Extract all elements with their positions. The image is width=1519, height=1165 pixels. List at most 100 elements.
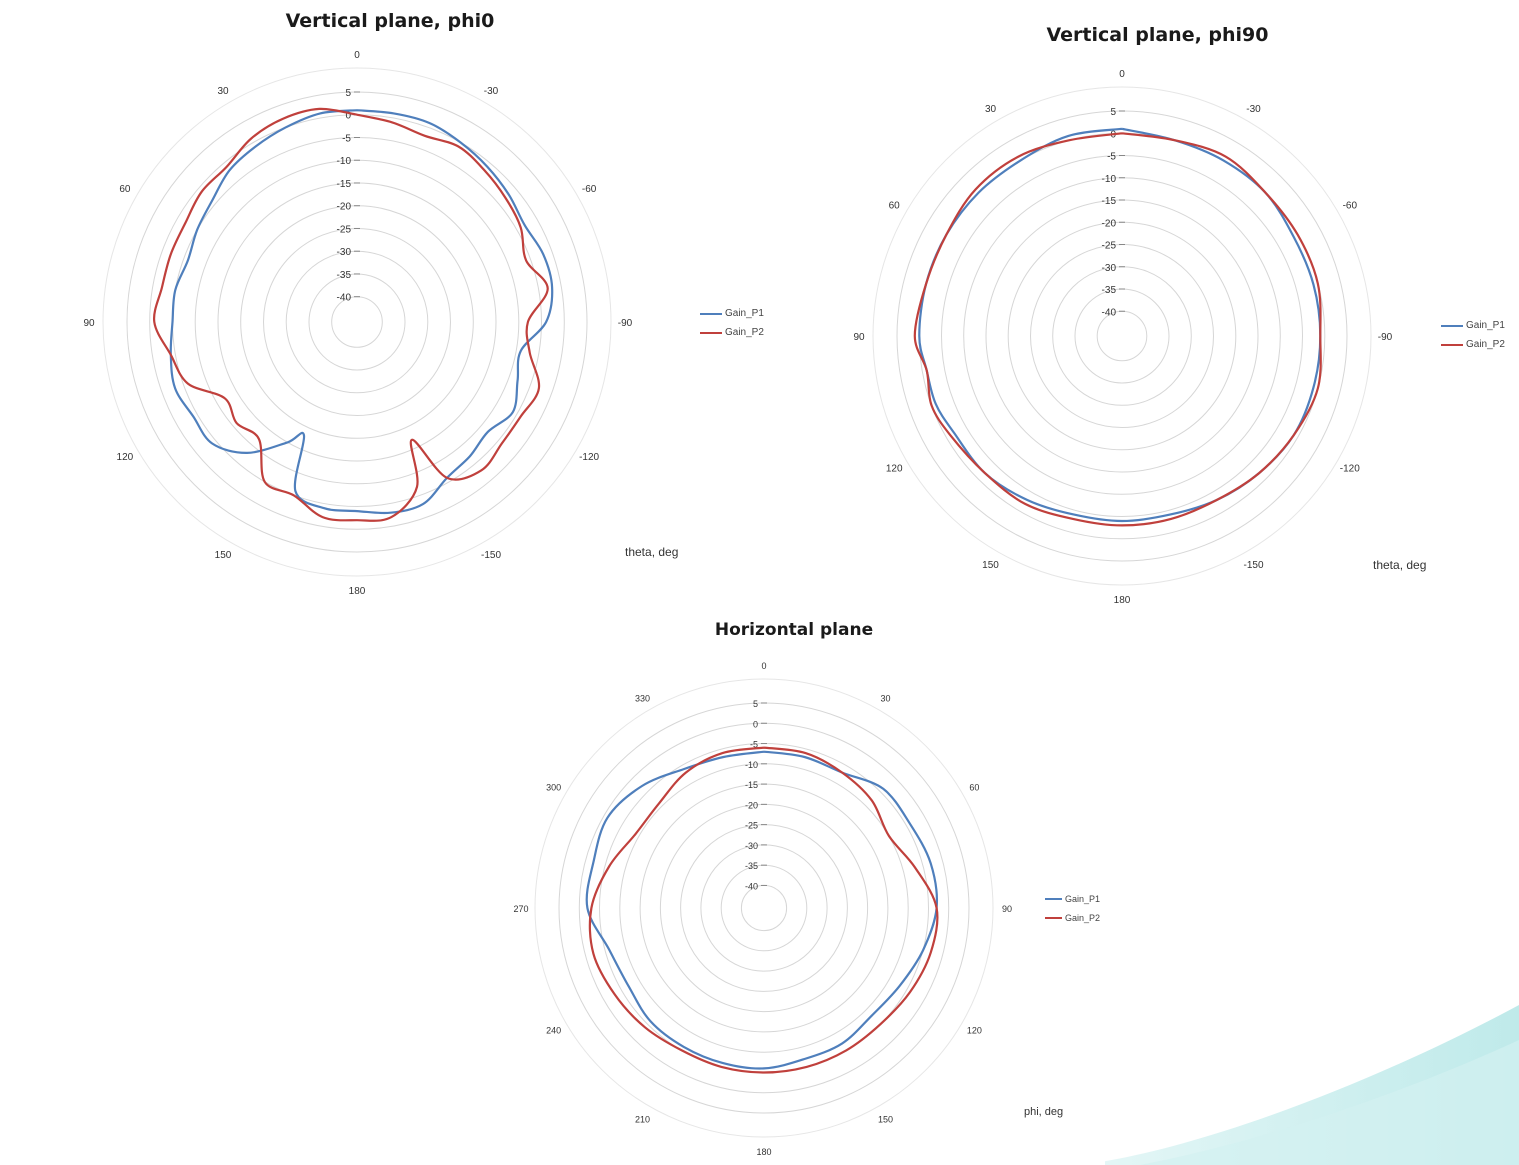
legend-item-gain-p1: Gain_P1 xyxy=(1045,889,1100,908)
angle-tick-label: 120 xyxy=(886,464,903,475)
legend-label: Gain_P2 xyxy=(725,327,764,338)
radial-tick-label: -30 xyxy=(1102,263,1117,274)
grid-ring xyxy=(194,159,520,485)
angle-tick-label: 60 xyxy=(119,184,131,195)
angle-tick-label: -150 xyxy=(481,550,501,561)
chart-legend: Gain_P1 Gain_P2 xyxy=(1045,889,1100,927)
radial-tick-label: -25 xyxy=(745,821,758,831)
grid-ring xyxy=(918,132,1326,540)
angle-tick-label: -30 xyxy=(484,86,499,97)
grid-ring xyxy=(896,110,1348,562)
angle-tick-label: 30 xyxy=(880,694,890,704)
radial-tick-label: -25 xyxy=(1102,241,1117,252)
grid-ring xyxy=(1030,244,1214,428)
grid-ring xyxy=(680,824,848,992)
angle-tick-label: 60 xyxy=(889,201,901,212)
grid-ring xyxy=(285,250,429,394)
outer-ring xyxy=(102,67,612,577)
radial-tick-label: -10 xyxy=(1102,174,1117,185)
grid-ring xyxy=(700,844,828,972)
grid-ring xyxy=(659,803,869,1013)
series-line-gain-p1 xyxy=(169,109,554,515)
legend-item-gain-p1: Gain_P1 xyxy=(1441,316,1505,335)
grid-ring xyxy=(619,763,909,1053)
grid-ring xyxy=(720,864,808,952)
series-line-gain-p1 xyxy=(585,750,939,1070)
grid-ring xyxy=(599,743,929,1073)
grid-ring xyxy=(1096,310,1148,362)
radial-tick-label: -5 xyxy=(342,133,351,144)
grid-ring xyxy=(217,182,497,462)
angle-axis-title: theta, deg xyxy=(625,545,679,559)
radial-tick-label: 0 xyxy=(345,111,351,122)
polar-chart: 5 0 -5 -10 -15 -20 -25 -30 -35 -40 180 -150 -120 -90 -… xyxy=(853,69,1392,606)
radial-tick-label: 5 xyxy=(345,88,351,99)
legend-label: Gain_P2 xyxy=(1466,339,1505,350)
angle-tick-label: 330 xyxy=(635,694,650,704)
grid-ring xyxy=(308,273,406,371)
radial-tick-label: -35 xyxy=(337,270,352,281)
radial-tick-label: 5 xyxy=(753,699,758,709)
legend-swatch xyxy=(1045,916,1062,919)
legend-label: Gain_P1 xyxy=(1466,320,1505,331)
angle-tick-label: -60 xyxy=(1343,201,1358,212)
chart-title: Vertical plane, phi0 xyxy=(285,10,495,32)
grid-ring xyxy=(558,702,970,1114)
chart-legend: Gain_P1 Gain_P2 xyxy=(700,304,764,342)
angle-tick-label: 0 xyxy=(354,50,360,61)
legend-item-gain-p2: Gain_P2 xyxy=(700,323,764,342)
angle-tick-label: 150 xyxy=(878,1114,893,1124)
angle-tick-label: -90 xyxy=(618,318,633,329)
decorative-wave xyxy=(1080,1005,1519,1165)
series-line-gain-p2 xyxy=(588,746,939,1074)
angle-tick-label: 150 xyxy=(982,560,999,571)
angle-tick-label: -30 xyxy=(1246,104,1261,115)
series-line-gain-p2 xyxy=(913,132,1322,527)
angle-tick-label: 120 xyxy=(967,1026,982,1036)
angle-tick-label: 210 xyxy=(635,1114,650,1124)
radial-tick-label: 5 xyxy=(1110,107,1116,118)
angle-tick-label: 0 xyxy=(1119,69,1125,80)
outer-ring xyxy=(534,678,994,1138)
angle-tick-label: -150 xyxy=(1243,560,1263,571)
angle-tick-label: 180 xyxy=(1114,595,1131,606)
radial-tick-label: -20 xyxy=(1102,218,1117,229)
angle-tick-label: -120 xyxy=(579,452,599,463)
radial-tick-label: -35 xyxy=(745,861,758,871)
grid-ring xyxy=(1052,266,1192,406)
legend-label: Gain_P1 xyxy=(1065,893,1101,904)
radial-tick-label: -5 xyxy=(750,740,758,750)
radial-tick-label: -10 xyxy=(337,156,352,167)
chart-title: Horizontal plane xyxy=(714,620,874,640)
grid-ring xyxy=(331,296,383,348)
angle-tick-label: 30 xyxy=(217,86,229,97)
angle-tick-label: 270 xyxy=(513,904,528,914)
legend-swatch xyxy=(700,331,722,334)
legend-label: Gain_P2 xyxy=(1065,912,1101,923)
chart-panel-horizontal: Horizontal plane 5 0 -5 -10 -15 -20 -25 -30 -35 -… xyxy=(483,612,1105,1165)
radial-tick-label: -40 xyxy=(337,293,352,304)
angle-tick-label: 240 xyxy=(546,1026,561,1036)
legend-swatch xyxy=(1441,324,1463,327)
radial-tick-label: -15 xyxy=(1102,196,1117,207)
grid-ring xyxy=(1007,221,1237,451)
legend-label: Gain_P1 xyxy=(725,308,764,319)
angle-tick-label: -120 xyxy=(1340,464,1360,475)
radial-tick-label: -15 xyxy=(337,179,352,190)
chart-panel-phi0: Vertical plane, phi0 5 0 -5 -10 -15 -20 -25 -30… xyxy=(5,0,775,605)
legend-swatch xyxy=(1441,343,1463,346)
grid-ring xyxy=(1074,288,1170,384)
radial-tick-label: -30 xyxy=(745,841,758,851)
grid-ring xyxy=(263,228,451,416)
angle-tick-label: 300 xyxy=(546,783,561,793)
radial-tick-label: 0 xyxy=(753,719,758,729)
radial-tick-label: -20 xyxy=(745,800,758,810)
polar-chart: 5 0 -5 -10 -15 -20 -25 -30 -35 -40 180 -150 -120 -90 -… xyxy=(83,50,633,597)
angle-axis-title: phi, deg xyxy=(1024,1106,1064,1118)
angle-tick-label: 30 xyxy=(985,104,997,115)
radial-tick-label: -40 xyxy=(745,881,758,891)
chart-legend: Gain_P1 Gain_P2 xyxy=(1441,316,1505,354)
grid-ring xyxy=(639,783,889,1033)
radial-tick-label: -30 xyxy=(337,247,352,258)
radial-tick-label: -15 xyxy=(745,780,758,790)
